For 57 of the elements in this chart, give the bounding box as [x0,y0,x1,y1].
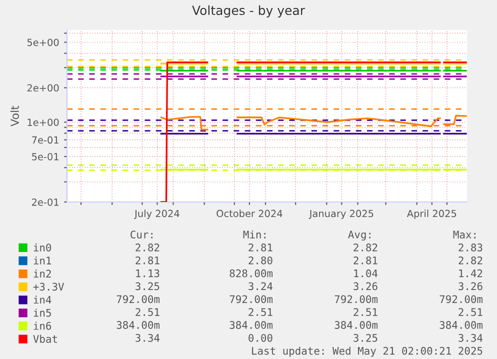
legend-label: in4 [34,296,52,304]
text: Max: [453,230,476,239]
text: 3.26 [354,282,378,290]
legend-label: in5 [34,308,51,317]
text: Last update: Wed May 21 02:00:21 2025 [252,346,482,357]
text: 2.51 [136,308,160,316]
text: 828.00m [230,269,273,278]
y-tick-label: 1e+00 [28,118,59,126]
y-tick-label: 5e-01 [32,153,58,160]
text: 384.00m [230,321,273,329]
legend-label: in2 [34,270,51,278]
text: 2.81 [354,256,378,264]
text: 792.00m [334,295,378,304]
text: Min: [243,230,266,238]
legend-label: in1 [34,256,52,264]
text: Cur: [130,230,152,239]
text: 792.00m [230,295,273,304]
text: 384.00m [334,321,378,329]
text: 384.00m [116,321,160,329]
legend-label: Vbat [33,334,57,343]
text: 2.82 [354,244,378,252]
y-axis-title: Volt [10,106,19,126]
text: 2.51 [248,308,272,316]
text: 3.34 [136,334,160,342]
text: 3.25 [354,334,378,342]
x-tick-label: July 2024 [134,210,180,220]
text: 3.25 [136,282,160,290]
text: 0.00 [248,334,272,342]
text: 2.83 [458,244,482,252]
text: 2.81 [136,256,160,264]
text: Avg: [348,230,370,241]
text: 384.00m [440,321,483,329]
legend-label: +3.3V [33,282,64,291]
text: 3.34 [458,334,483,342]
text: 2.82 [458,256,482,264]
chart-title: Voltages - by year [192,5,306,18]
text: 1.04 [354,269,378,278]
x-tick-label: January 2025 [308,210,374,220]
legend-label: in6 [34,322,52,330]
text: 3.26 [458,282,482,290]
text: 1.13 [136,269,160,278]
text: 3.24 [248,282,273,290]
legend-label: in0 [34,243,52,252]
text: 2.51 [354,308,378,316]
text: 2.82 [136,244,160,252]
text: 2.51 [458,308,482,316]
x-tick-label: April 2025 [406,210,456,220]
y-tick-label: 2e+00 [27,84,59,92]
y-tick-label: 2e-01 [32,198,58,206]
x-tick-label: October 2024 [216,210,282,218]
text: 2.81 [248,244,272,252]
text: 2.80 [248,256,272,264]
y-tick-label: 7e-01 [32,136,58,144]
y-tick-label: 5e+00 [27,38,59,46]
text: 1.42 [459,269,482,278]
text: 792.00m [116,295,160,304]
text: 792.00m [440,295,483,304]
